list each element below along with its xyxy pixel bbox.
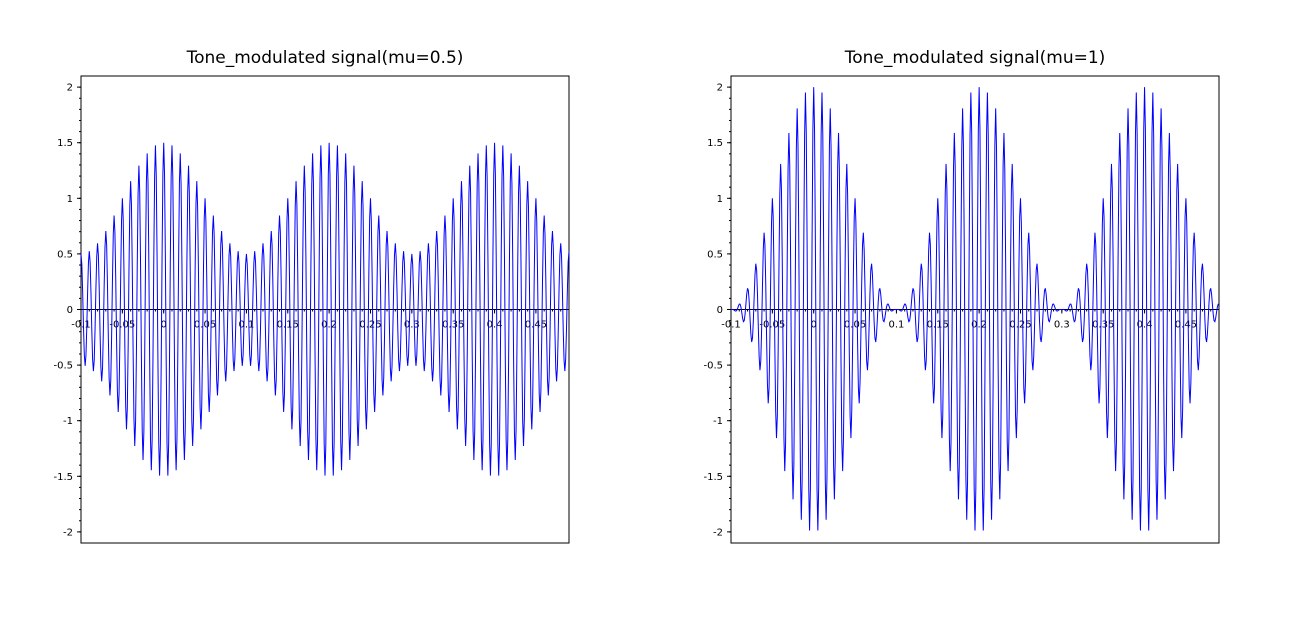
x-tick-label: 0.45 [1175,320,1197,331]
x-tick-label: 0.25 [1009,320,1031,331]
x-tick-label: 0.45 [525,320,547,331]
x-tick-label: 0.15 [927,320,949,331]
x-tick-label: 0 [161,320,167,331]
y-tick-label: 2 [717,83,723,94]
x-tick-label: -0.05 [109,320,135,331]
x-tick-label: 0.3 [404,320,420,331]
signal-series-line [80,142,570,476]
chart-title: Tone_modulated signal(mu=1) [844,48,1106,68]
x-tick-label: 0.3 [1054,320,1070,331]
x-tick-label: 0.4 [1137,320,1153,331]
y-tick-label: 1.5 [57,138,73,149]
y-tick-label: 0.5 [707,249,723,260]
x-tick-label: 0.25 [359,320,381,331]
x-tick-label: 0.2 [971,320,987,331]
x-tick-label: -0.1 [71,320,91,331]
y-tick-label: -2 [713,527,723,538]
x-tick-label: 0.2 [321,320,337,331]
chart-left: Tone_modulated signal(mu=0.5) -2 -1.5 -1 -0.… [53,48,570,544]
x-tick-label: 0.35 [1092,320,1114,331]
y-tick-label: -0.5 [53,361,73,372]
chart-title: Tone_modulated signal(mu=0.5) [186,48,464,68]
y-tick-label: 0.5 [57,249,73,260]
y-tick-label: 1 [717,194,723,205]
y-tick-label: -2 [63,527,73,538]
y-tick-label: 1.5 [707,138,723,149]
x-tick-label: 0.1 [238,320,254,331]
y-tick-label: 0 [67,305,73,316]
y-tick-label: -1.5 [53,472,73,483]
x-tick-label: 0 [811,320,817,331]
x-tick-label: 0.1 [888,320,904,331]
signal-series-line [730,87,1220,531]
x-tick-label: -0.1 [721,320,741,331]
y-tick-label: -1 [63,416,73,427]
x-tick-label: 0.05 [194,320,216,331]
x-tick-label: 0.35 [442,320,464,331]
chart-right: Tone_modulated signal(mu=1) -2 -1.5 -1 -0.5 0… [703,48,1220,544]
x-tick-label: 0.15 [277,320,299,331]
x-tick-label: 0.05 [844,320,866,331]
y-tick-label: 2 [67,83,73,94]
x-tick-label: 0.4 [487,320,503,331]
y-tick-label: -1 [713,416,723,427]
y-tick-label: 0 [717,305,723,316]
y-tick-label: -1.5 [703,472,723,483]
y-tick-label: 1 [67,194,73,205]
x-tick-label: -0.05 [759,320,785,331]
y-tick-label: -0.5 [703,361,723,372]
